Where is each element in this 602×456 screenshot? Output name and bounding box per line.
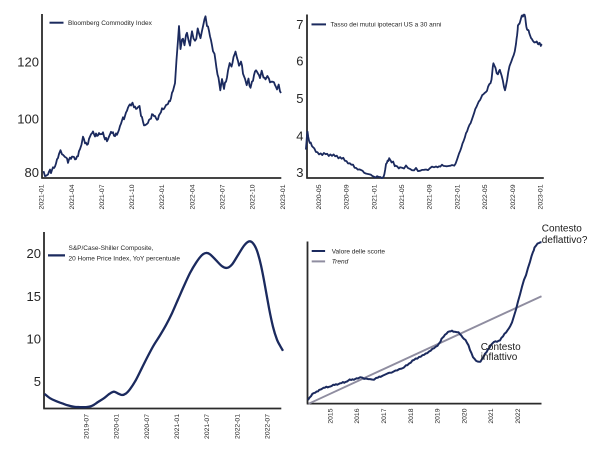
svg-text:Trend: Trend	[332, 259, 349, 266]
svg-text:2022-07: 2022-07	[220, 184, 227, 209]
svg-text:2020: 2020	[461, 408, 468, 423]
svg-text:2019-07: 2019-07	[83, 414, 90, 439]
svg-text:2021-09: 2021-09	[427, 184, 434, 209]
svg-text:2020-05: 2020-05	[316, 184, 323, 209]
svg-text:2022-10: 2022-10	[250, 184, 257, 209]
svg-text:2021-10: 2021-10	[129, 184, 136, 209]
svg-text:2021-01: 2021-01	[39, 184, 46, 209]
svg-text:2021: 2021	[488, 408, 495, 423]
svg-text:Valore delle scorte: Valore delle scorte	[332, 248, 386, 255]
svg-text:6: 6	[296, 53, 303, 68]
svg-text:2022-01: 2022-01	[234, 414, 241, 439]
svg-text:Bloomberg Commodity Index: Bloomberg Commodity Index	[68, 20, 153, 27]
svg-text:5: 5	[296, 91, 303, 106]
svg-text:7: 7	[296, 17, 303, 32]
svg-text:Tasso dei mutui ipotecari US a: Tasso dei mutui ipotecari US a 30 anni	[331, 22, 442, 29]
svg-text:S&P/Case-Shiller Composite,: S&P/Case-Shiller Composite,	[69, 245, 154, 252]
svg-text:5: 5	[34, 374, 41, 389]
svg-text:2019: 2019	[435, 408, 442, 423]
svg-text:3: 3	[296, 165, 303, 180]
svg-text:Contesto: Contesto	[481, 342, 521, 353]
svg-text:4: 4	[296, 129, 303, 144]
svg-text:2017: 2017	[381, 408, 388, 423]
svg-text:20: 20	[27, 246, 41, 261]
svg-text:2022-05: 2022-05	[482, 184, 489, 209]
svg-text:2020-09: 2020-09	[344, 184, 351, 209]
svg-text:2022-09: 2022-09	[510, 184, 517, 209]
svg-text:2015: 2015	[327, 408, 334, 423]
svg-text:2021-05: 2021-05	[399, 184, 406, 209]
svg-text:2022: 2022	[515, 408, 522, 423]
svg-text:2016: 2016	[354, 408, 361, 423]
svg-text:2020-07: 2020-07	[144, 414, 151, 439]
svg-text:120: 120	[17, 55, 39, 70]
svg-text:2022-01: 2022-01	[454, 184, 461, 209]
svg-text:2018: 2018	[408, 408, 415, 423]
svg-text:Contesto: Contesto	[542, 224, 582, 235]
svg-text:inflattivo: inflattivo	[481, 352, 518, 363]
svg-text:2021-01: 2021-01	[371, 184, 378, 209]
svg-text:20 Home Price Index, YoY perce: 20 Home Price Index, YoY percentuale	[69, 256, 181, 263]
svg-text:2021-07: 2021-07	[99, 184, 106, 209]
svg-text:2021-07: 2021-07	[204, 414, 211, 439]
svg-text:80: 80	[25, 165, 39, 180]
svg-text:2023-01: 2023-01	[280, 184, 287, 209]
svg-text:2020-01: 2020-01	[114, 414, 121, 439]
svg-text:2022-04: 2022-04	[189, 184, 196, 209]
svg-text:deflattivo?: deflattivo?	[542, 235, 588, 246]
svg-text:2021-01: 2021-01	[174, 414, 181, 439]
svg-text:2021-04: 2021-04	[69, 184, 76, 209]
svg-text:2022-07: 2022-07	[265, 414, 272, 439]
svg-text:100: 100	[17, 111, 39, 126]
svg-text:10: 10	[27, 332, 41, 347]
svg-text:15: 15	[27, 289, 41, 304]
svg-text:2023-01: 2023-01	[538, 184, 545, 209]
svg-text:2022-01: 2022-01	[159, 184, 166, 209]
